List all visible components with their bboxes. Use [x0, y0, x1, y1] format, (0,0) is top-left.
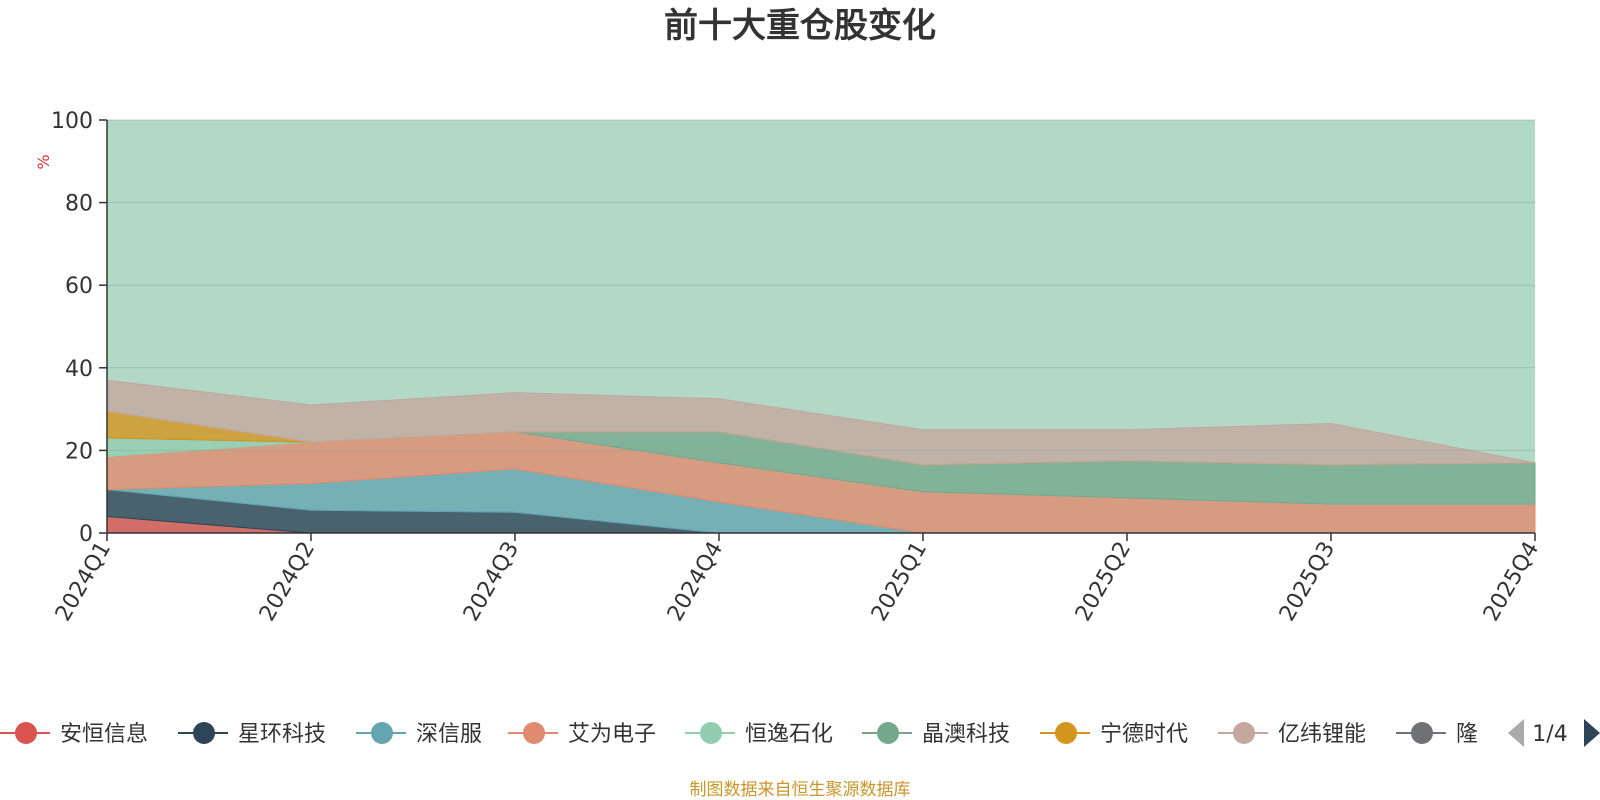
- legend-swatch-icon: [371, 722, 393, 744]
- x-tick-label: 2024Q2: [255, 538, 320, 626]
- legend-swatch-icon: [193, 722, 215, 744]
- chart-title: 前十大重仓股变化: [664, 6, 936, 46]
- legend-label: 星环科技: [238, 722, 326, 747]
- x-tick-label: 2024Q1: [51, 538, 116, 626]
- legend-item[interactable]: 恒逸石化: [685, 722, 833, 747]
- y-tick-label: 0: [79, 522, 93, 547]
- legend-label: 晶澳科技: [922, 722, 1010, 747]
- legend-label: 宁德时代: [1100, 722, 1188, 747]
- legend-item[interactable]: 隆基绿能: [1396, 722, 1544, 747]
- legend-label: 隆基绿能: [1456, 722, 1544, 747]
- legend-next-page-icon[interactable]: [1584, 719, 1600, 747]
- legend-swatch-icon: [15, 722, 37, 744]
- legend-item[interactable]: 安恒信息: [0, 722, 148, 747]
- legend-label: 安恒信息: [60, 722, 148, 747]
- x-tick-label: 2025Q3: [1275, 538, 1340, 626]
- legend-item[interactable]: 艾为电子: [508, 722, 656, 747]
- grid-lines: [107, 119, 1535, 451]
- legend-page-indicator: 1/4: [1532, 722, 1567, 747]
- legend-label: 恒逸石化: [745, 722, 833, 747]
- legend-item[interactable]: 星环科技: [178, 722, 326, 747]
- x-tick-label: 2025Q1: [867, 538, 932, 626]
- legend-swatch-icon: [1233, 722, 1255, 744]
- legend-item[interactable]: 深信服: [356, 722, 482, 747]
- legend-prev-page-icon[interactable]: [1508, 719, 1524, 747]
- y-tick-label: 20: [65, 439, 93, 464]
- legend-swatch-icon: [700, 722, 722, 744]
- x-tick-label: 2025Q2: [1071, 538, 1136, 626]
- data-source-note: 制图数据来自恒生聚源数据库: [690, 780, 911, 800]
- legend-label: 艾为电子: [568, 722, 656, 747]
- legend-swatch-icon: [1055, 722, 1077, 744]
- legend-item[interactable]: 宁德时代: [1040, 722, 1188, 747]
- legend-swatch-icon: [1411, 722, 1433, 744]
- y-axis-unit: %: [34, 154, 53, 169]
- y-tick-label: 40: [65, 357, 93, 382]
- legend: 安恒信息 星环科技 深信服 艾为电子 恒逸石化 晶澳科技 宁德时代 亿纬锂能 隆基绿能: [0, 722, 1544, 747]
- legend-item[interactable]: 晶澳科技: [862, 722, 1010, 747]
- legend-label: 亿纬锂能: [1278, 722, 1366, 747]
- legend-swatch-icon: [523, 722, 545, 744]
- area-series-8[interactable]: [106, 379, 1536, 466]
- legend-swatch-icon: [877, 722, 899, 744]
- x-tick-label: 2024Q4: [663, 538, 728, 626]
- legend-item[interactable]: 亿纬锂能: [1218, 722, 1366, 747]
- y-tick-label: 80: [65, 192, 93, 217]
- legend-label: 深信服: [416, 722, 482, 747]
- y-tick-label: 100: [51, 109, 93, 134]
- x-tick-label: 2025Q4: [1479, 538, 1544, 626]
- y-tick-label: 60: [65, 274, 93, 299]
- x-tick-label: 2024Q3: [459, 538, 524, 626]
